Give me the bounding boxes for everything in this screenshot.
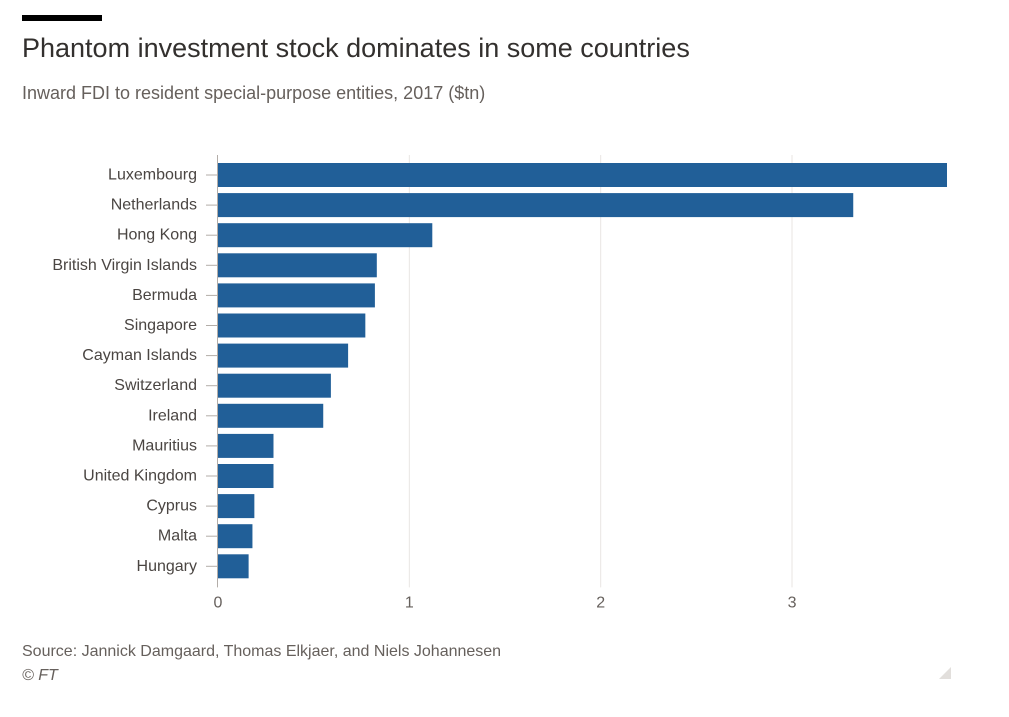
category-label-7: Switzerland (114, 377, 197, 394)
bar-3 (218, 253, 377, 278)
x-tick-label-2: 2 (596, 594, 605, 611)
bar-8 (218, 403, 324, 428)
bar-0 (218, 163, 947, 187)
source-note: Source: Jannick Damgaard, Thomas Elkjaer… (22, 643, 502, 660)
bar-4 (218, 283, 375, 308)
bar-9 (218, 433, 274, 458)
category-label-5: Singapore (124, 317, 197, 334)
category-label-2: Hong Kong (117, 227, 197, 244)
category-label-3: British Virgin Islands (52, 257, 197, 274)
chart-title: Phantom investment stock dominates in so… (22, 33, 690, 63)
bar-12 (218, 524, 253, 549)
x-tick-label-1: 1 (405, 594, 414, 611)
category-label-11: Cyprus (146, 498, 197, 515)
category-label-10: United Kingdom (83, 468, 197, 485)
chart-subtitle: Inward FDI to resident special-purpose e… (22, 83, 486, 103)
bar-5 (218, 313, 366, 338)
bar-1 (218, 193, 854, 218)
bar-6 (218, 343, 349, 368)
category-label-12: Malta (158, 528, 197, 545)
bar-7 (218, 373, 331, 398)
bar-13 (218, 554, 249, 579)
copyright: © FT (22, 667, 58, 684)
bar-10 (218, 464, 274, 488)
category-label-8: Ireland (148, 407, 197, 424)
category-label-9: Mauritius (132, 437, 197, 454)
x-tick-label-3: 3 (788, 594, 797, 611)
category-label-1: Netherlands (111, 197, 197, 214)
bar-chart: Luxembourg Netherlands Hong Kong British Vi… (52, 155, 947, 611)
x-tick-label-0: 0 (214, 594, 223, 611)
bar-2 (218, 223, 433, 248)
corner-mark-icon (939, 667, 951, 679)
category-label-6: Cayman Islands (82, 347, 197, 364)
category-label-0: Luxembourg (108, 167, 197, 184)
category-label-13: Hungary (137, 558, 197, 575)
bar-11 (218, 494, 255, 519)
category-label-4: Bermuda (132, 287, 197, 304)
header-rule (22, 15, 102, 21)
